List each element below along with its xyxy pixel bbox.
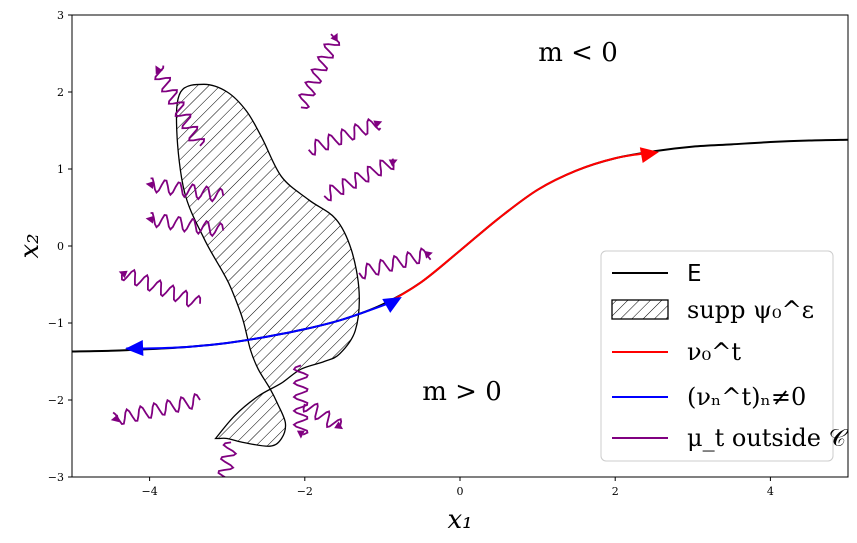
wavy-path (112, 392, 201, 426)
direction-arrow-marker (639, 147, 659, 164)
x-tick-label: −2 (297, 485, 313, 498)
wavy-path (150, 177, 225, 203)
wavy-path (154, 65, 206, 147)
plot-area (72, 32, 848, 504)
arrow-markers (125, 147, 659, 357)
wavy-arrowhead (388, 159, 398, 167)
series-lines (72, 138, 848, 353)
legend-label-nu0: ν₀^t (687, 338, 741, 366)
wavy-arrowhead (145, 215, 155, 224)
legend-label-e: E (687, 261, 702, 287)
wavy-path (323, 158, 395, 202)
y-tick-label: 2 (57, 86, 64, 99)
series-line-2 (126, 300, 395, 350)
wavy-arrowhead (110, 414, 120, 423)
wavy-path (302, 402, 343, 429)
legend-swatch-support (611, 299, 669, 320)
wavy-path (292, 364, 309, 436)
direction-arrow-marker (125, 340, 144, 357)
y-axis-label: x₂ (15, 233, 45, 258)
y-tick-label: −3 (48, 471, 64, 484)
legend-label-nun: (νₙ^t)ₙ≠0 (687, 383, 806, 411)
plot-frame (71, 14, 849, 478)
y-tick-label: 0 (57, 240, 64, 253)
legend-label-mu: μ_t outside 𝒞 (687, 424, 849, 452)
wavy-arrowhead (155, 65, 163, 75)
wavy-arrowhead (424, 250, 433, 259)
wavy-arrowhead (373, 120, 383, 128)
series-line-1 (389, 151, 655, 303)
legend-label-support: supp ψ₀^ε (687, 296, 814, 324)
x-tick-label: 0 (457, 485, 464, 498)
direction-arrow-marker (382, 296, 402, 313)
wavy-path (150, 212, 225, 238)
x-tick-label: 2 (612, 485, 619, 498)
wavy-path (217, 441, 238, 477)
y-tick-label: −1 (48, 317, 64, 330)
wavy-path (297, 33, 341, 109)
wavy-arrowhead (145, 181, 155, 189)
legend: E supp ψ₀^ε ν₀^t (νₙ^t)ₙ≠0 μ_t outside 𝒞 (600, 250, 849, 462)
wavy-arrowhead (216, 495, 224, 504)
x-axis-label: x₁ (447, 505, 472, 535)
wavy-arrowhead (330, 32, 338, 42)
wavy-arrowhead (296, 430, 305, 439)
wavy-arrowhead (118, 270, 128, 279)
y-tick-label: 1 (57, 163, 64, 176)
wavy-paths (110, 32, 433, 504)
annotation-m-positive: m > 0 (422, 377, 502, 407)
x-tick-label: −4 (141, 485, 157, 498)
y-tick-label: −2 (48, 394, 64, 407)
y-tick-label: 3 (57, 9, 64, 22)
x-tick-label: 4 (767, 485, 774, 498)
wavy-path (120, 268, 202, 308)
annotation-m-negative: m < 0 (538, 38, 618, 68)
wavy-arrowhead (334, 421, 344, 430)
wavy-path (358, 247, 432, 280)
axis-ticks: −4 −2 0 2 4 −3 −2 −1 0 1 2 3 (48, 9, 774, 498)
wavy-path (308, 117, 382, 156)
support-region (175, 83, 360, 447)
